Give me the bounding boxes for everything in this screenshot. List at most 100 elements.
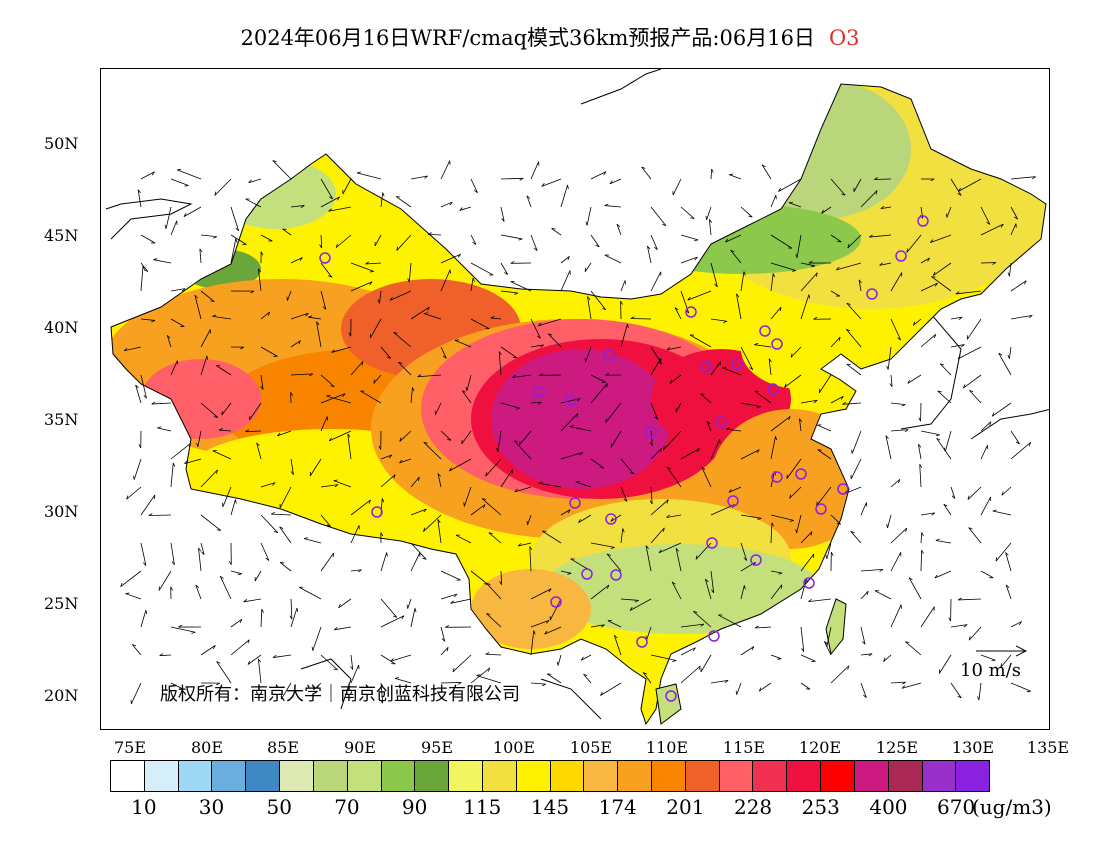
wind-arrow (544, 626, 562, 635)
wind-legend-arrow (976, 645, 1028, 657)
wind-arrow (906, 234, 922, 253)
wind-arrow (530, 344, 544, 348)
wind-arrow (530, 401, 542, 405)
wind-arrow (967, 486, 982, 500)
station-marker (767, 383, 779, 395)
colorbar-cell (618, 761, 652, 791)
wind-arrow (537, 318, 562, 327)
colorbar-label: 10 (131, 795, 157, 819)
wind-arrow (335, 234, 352, 248)
wind-arrow (140, 262, 149, 272)
wind-arrow (880, 205, 892, 210)
wind-arrow (800, 531, 813, 544)
colorbar-label: 50 (266, 795, 292, 819)
wind-arrow (530, 588, 552, 600)
wind-arrow (260, 311, 271, 320)
wind-arrow (380, 454, 393, 460)
wind-arrow (166, 335, 172, 348)
wind-arrow (736, 293, 742, 320)
wind-arrow (710, 361, 722, 376)
station-marker (917, 215, 929, 227)
wind-arrow (920, 430, 940, 437)
wind-arrow (260, 346, 278, 357)
station-marker (605, 513, 617, 525)
wind-arrow (407, 262, 412, 283)
colorbar-cell (821, 761, 855, 791)
colorbar-unit: (ug/m3) (972, 795, 1052, 819)
wind-arrow (726, 427, 742, 432)
lon-label: 115E (722, 738, 766, 757)
wind-arrow (260, 608, 264, 628)
wind-arrow (709, 219, 713, 236)
wind-arrow (320, 290, 327, 310)
station-marker (771, 338, 783, 350)
wind-arrow (943, 503, 952, 516)
wind-arrow (955, 290, 982, 295)
wind-arrow (800, 654, 816, 663)
wind-arrow (710, 570, 715, 594)
wind-arrow (200, 402, 219, 418)
station-marker (645, 426, 657, 438)
wind-arrow (740, 402, 761, 409)
wind-arrow (846, 363, 862, 376)
wind-arrow (770, 416, 791, 432)
wind-arrow (440, 626, 446, 642)
wind-arrow (196, 430, 202, 447)
wind-arrow (1010, 176, 1036, 180)
wind-arrow (860, 682, 867, 698)
wind-arrow (883, 654, 892, 662)
wind-arrow (920, 178, 935, 182)
wind-arrow (320, 654, 338, 671)
wind-arrow (666, 514, 682, 518)
wind-arrow (740, 646, 755, 656)
wind-arrow (290, 340, 301, 348)
wind-arrow (200, 234, 217, 239)
wind-arrow (304, 537, 322, 544)
wind-arrow (380, 552, 388, 572)
wind-arrow (830, 665, 850, 684)
station-marker (550, 596, 562, 608)
wind-arrow (830, 178, 846, 196)
wind-arrow (309, 458, 322, 477)
wind-arrow (890, 429, 909, 433)
wind-arrow (918, 402, 922, 422)
wind-arrow (850, 531, 862, 544)
wind-arrow (427, 232, 442, 236)
wind-arrow (200, 469, 218, 488)
wind-arrow (950, 682, 962, 699)
china-border (110, 83, 1047, 726)
wind-arrow (133, 458, 142, 480)
wind-arrow (260, 374, 264, 390)
station-marker (533, 386, 545, 398)
wind-arrow (245, 429, 262, 433)
wind-arrow (526, 195, 532, 208)
wind-arrow (526, 514, 532, 525)
wind-arrow (481, 498, 502, 516)
wind-arrow (140, 374, 147, 399)
wind-arrow (740, 542, 748, 561)
wind-arrow (320, 484, 339, 488)
wind-arrow (290, 607, 299, 628)
wind-arrow (825, 542, 832, 559)
wind-arrow (800, 626, 805, 652)
wind-arrow (740, 346, 754, 370)
wind-arrow (710, 168, 714, 180)
wind-arrow (966, 318, 982, 340)
wind-arrow (701, 466, 712, 488)
wind-arrow (920, 333, 937, 348)
wind-arrow (680, 665, 701, 684)
wind-arrow (890, 552, 902, 572)
wind-arrow (230, 346, 245, 350)
wind-arrow (370, 318, 382, 339)
wind-arrow (790, 346, 802, 358)
wind-arrow (157, 426, 172, 432)
wind-arrow (282, 228, 292, 236)
wind-arrow (969, 390, 982, 404)
wind-arrow (1000, 654, 1012, 668)
wind-arrow (195, 584, 202, 600)
wind-arrow (710, 439, 721, 460)
wind-arrow (260, 542, 270, 561)
wind-arrow (249, 402, 262, 421)
wind-arrow (620, 300, 623, 320)
wind-arrow (830, 395, 844, 404)
